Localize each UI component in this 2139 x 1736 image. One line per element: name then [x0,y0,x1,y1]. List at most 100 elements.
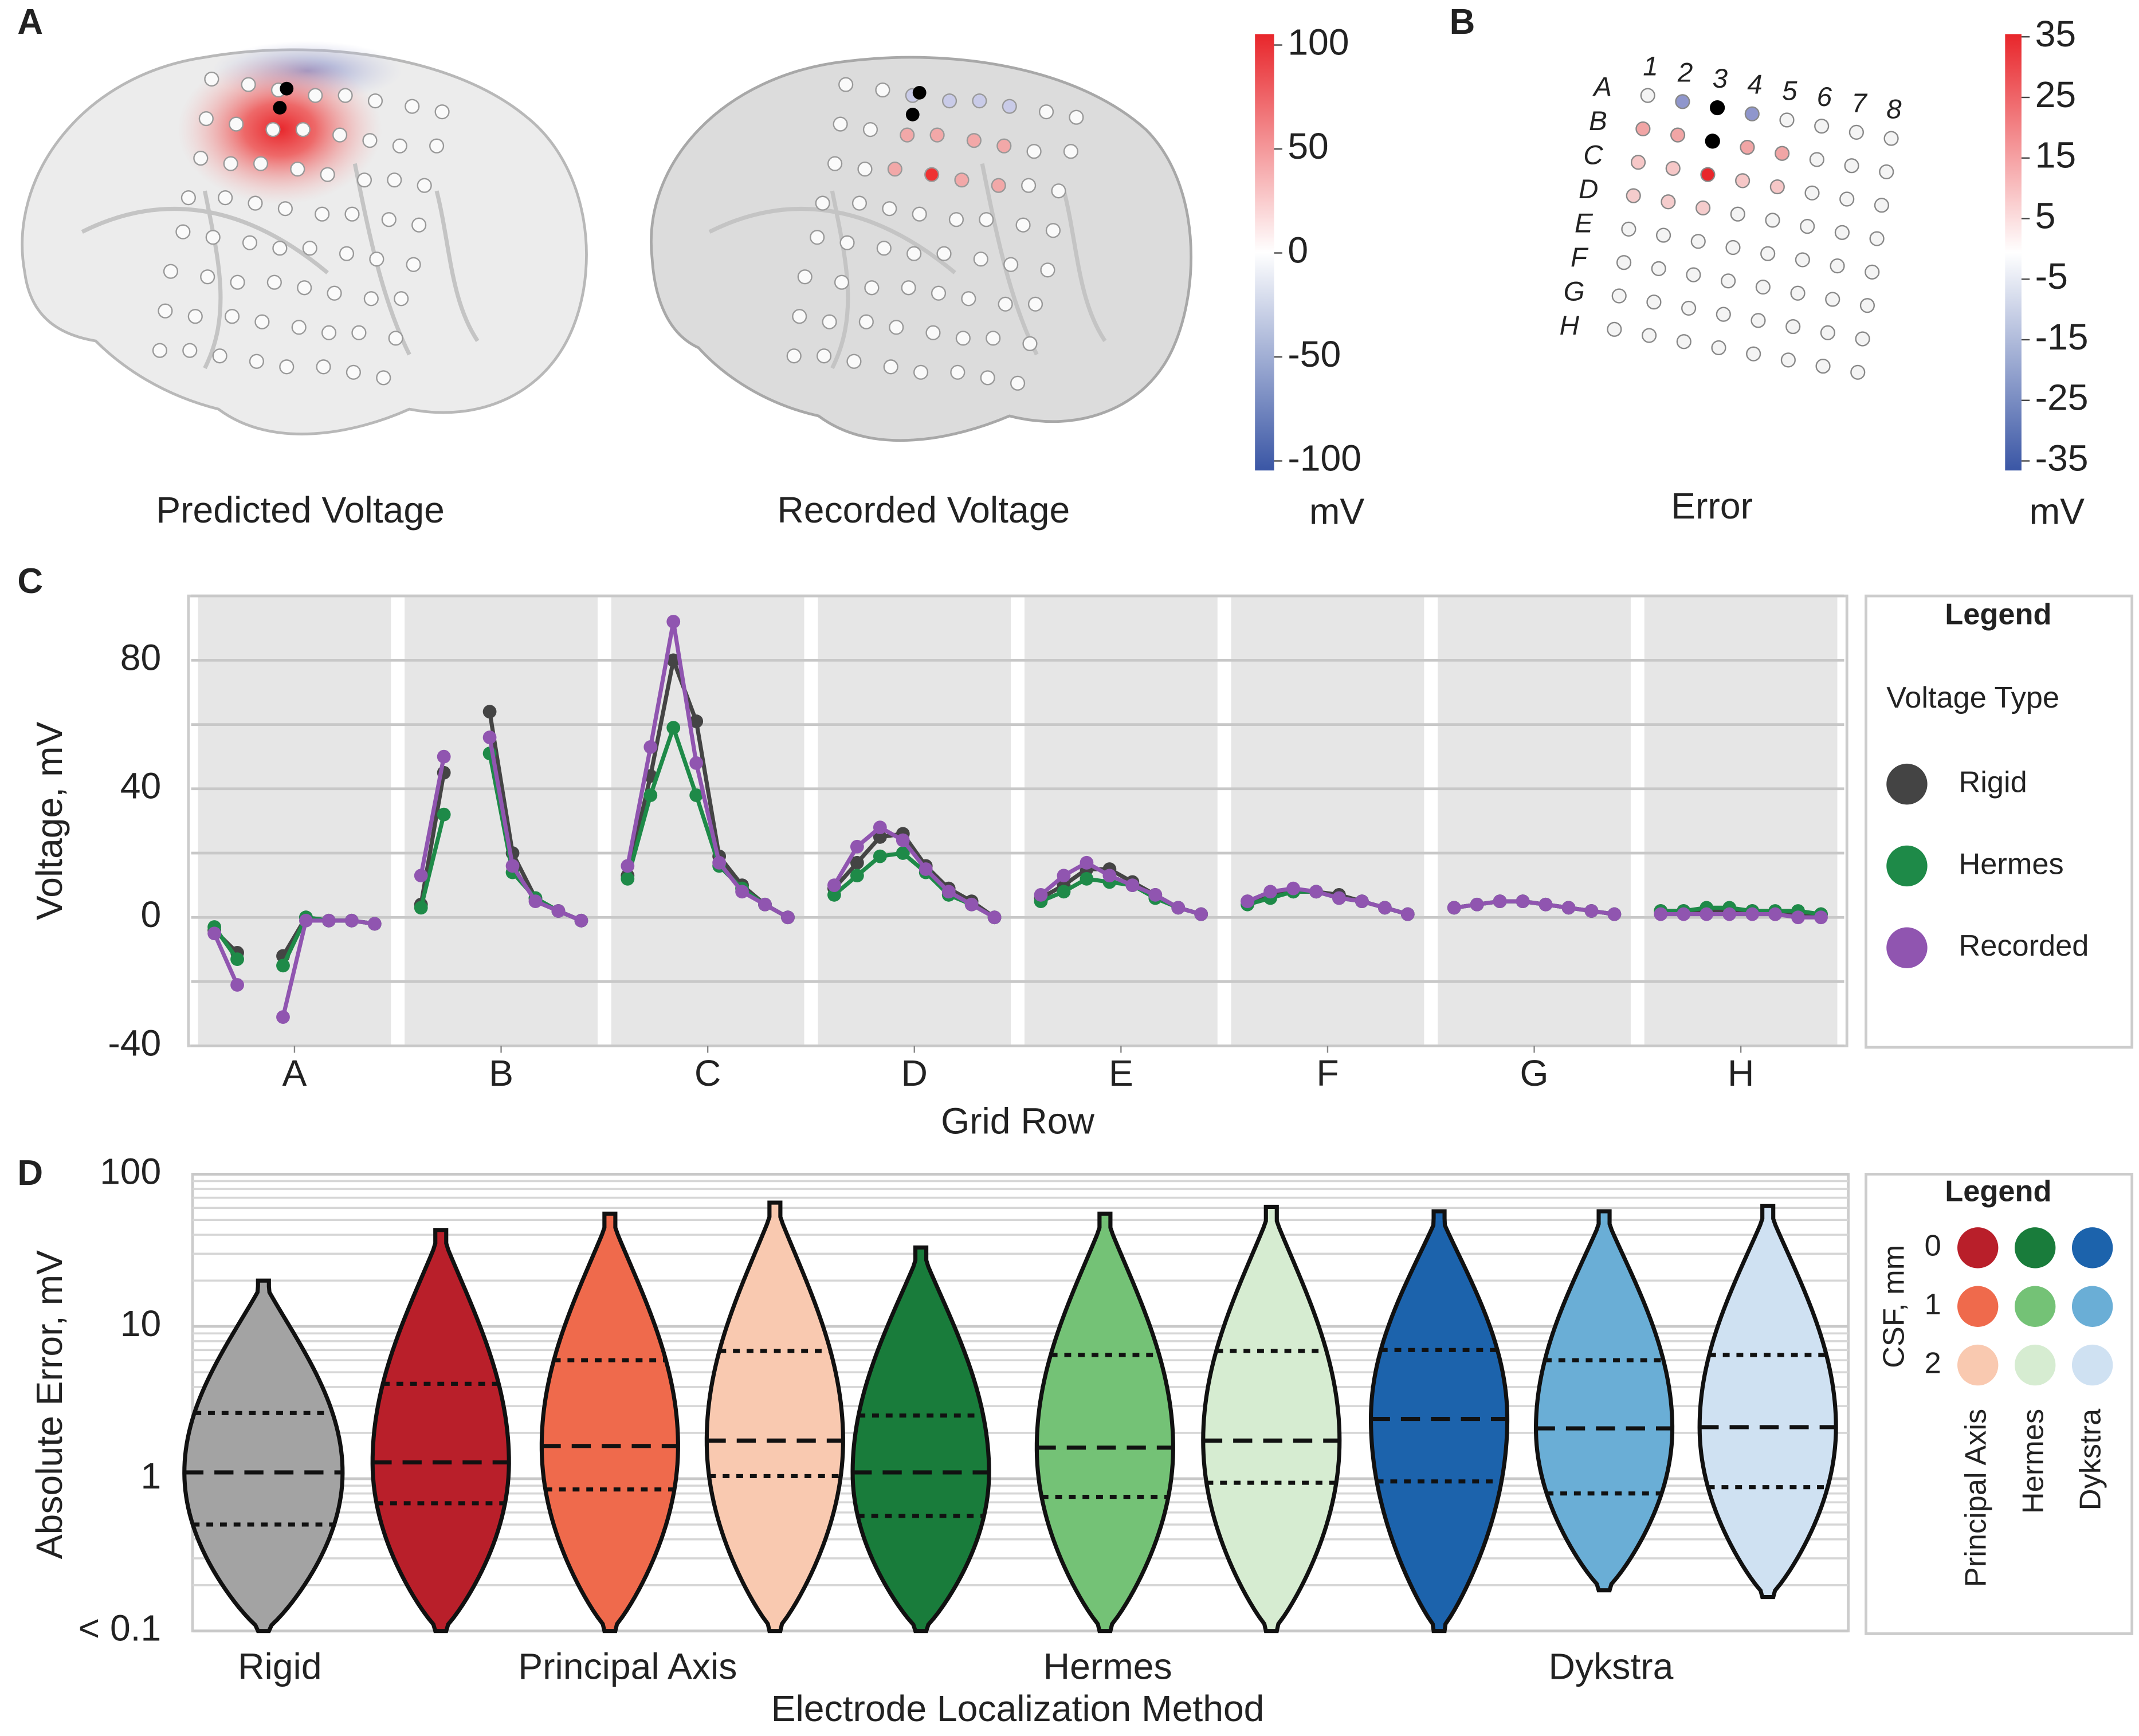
electrode [906,246,922,261]
electrode [797,269,813,285]
column-label: 6 [1817,82,1832,112]
series-line [212,932,240,986]
electrode [912,206,927,222]
electrode [1022,336,1038,351]
caption: Recorded Voltage [777,489,1070,531]
data-point [689,788,704,802]
column-label: 2 [1677,57,1693,88]
electrode [838,77,854,92]
x-tick-label: D [901,1052,928,1094]
x-tick-label: Principal Axis [518,1645,737,1687]
electrode [417,178,432,193]
data-point [896,846,910,860]
data-point [1768,907,1782,921]
data-point [1171,901,1186,915]
electrode [381,212,397,227]
colorbar-tick-label: 25 [2035,74,2076,115]
electrode [1780,352,1796,368]
data-point [1654,907,1668,921]
electrode [1040,262,1055,278]
electrode [249,354,264,369]
electrode [218,190,233,206]
electrode [966,133,982,148]
data-point [1538,897,1553,912]
electrode [851,195,868,211]
electrode [1716,307,1731,322]
data-point [850,839,864,854]
y-tick-label: < 0.1 [79,1608,162,1649]
data-point [919,862,933,876]
row-label: H [1560,311,1580,341]
electrode [1825,292,1840,307]
row-label: E [1575,208,1594,238]
electrode [1635,121,1651,137]
x-tick-label: Hermes [1043,1645,1172,1687]
legend-swatch [1957,1286,1999,1327]
data-point [1470,897,1484,912]
legend-column-label: Dykstra [2074,1408,2107,1510]
electrode [266,274,282,290]
data-point [1286,881,1300,896]
data-point [1080,871,1094,886]
electrode [1775,146,1790,161]
electrode [1641,328,1657,343]
colorbar-tick-label: 5 [2035,195,2056,236]
electrode [1800,219,1815,234]
electrode [1675,94,1690,109]
electrode [1795,252,1810,268]
data-point [276,959,290,973]
data-point [643,788,658,802]
row-label: A [1592,72,1612,102]
violin [1201,1204,1342,1633]
group-band [818,597,1011,1045]
y-axis-label: Voltage, mV [29,722,70,921]
data-point [1722,907,1737,921]
electrode [792,309,807,324]
electrode [223,156,238,171]
legend-row-label: 2 [1925,1346,1941,1380]
data-point [666,615,681,629]
electrode [212,348,227,364]
brain-predicted [21,48,588,435]
electrode [1834,225,1850,240]
electrode [337,88,353,103]
electrode [356,172,372,188]
colorbar-tick-label: -50 [1288,333,1341,375]
violin [1533,1209,1675,1593]
legend-label: Rigid [1959,765,2027,799]
data-point [528,894,543,909]
data-point [1057,869,1071,883]
electrode [1859,298,1875,313]
y-tick-label: -40 [108,1023,161,1064]
electrode [198,111,214,127]
stim-electrode [905,108,920,121]
electrode [1755,279,1771,295]
electrode [950,364,966,380]
legend-swatch [1957,1227,1999,1268]
electrode [376,370,391,386]
electrode [346,364,361,380]
electrode [1021,178,1037,193]
electrode [241,77,256,92]
violin [1697,1203,1838,1600]
electrode [980,370,995,386]
colorbar-unit: mV [2030,490,2085,532]
electrode [822,314,837,329]
electrode [1779,112,1795,128]
colorbar-tick-label: 15 [2035,135,2076,176]
electrode [405,99,420,114]
electrode [833,116,848,132]
colorbar-tick-label: -25 [2035,377,2089,418]
electrode [1815,358,1831,374]
electrode [1820,325,1835,340]
electrode [279,359,295,375]
electrode [406,257,421,272]
data-point [1034,888,1048,902]
electrode [900,127,915,143]
x-tick-label: E [1109,1052,1133,1094]
panel-label: A [17,2,43,42]
x-axis-label: Electrode Localization Method [771,1688,1265,1729]
electrode [362,133,378,148]
electrode [986,331,1001,346]
data-point [873,820,887,835]
